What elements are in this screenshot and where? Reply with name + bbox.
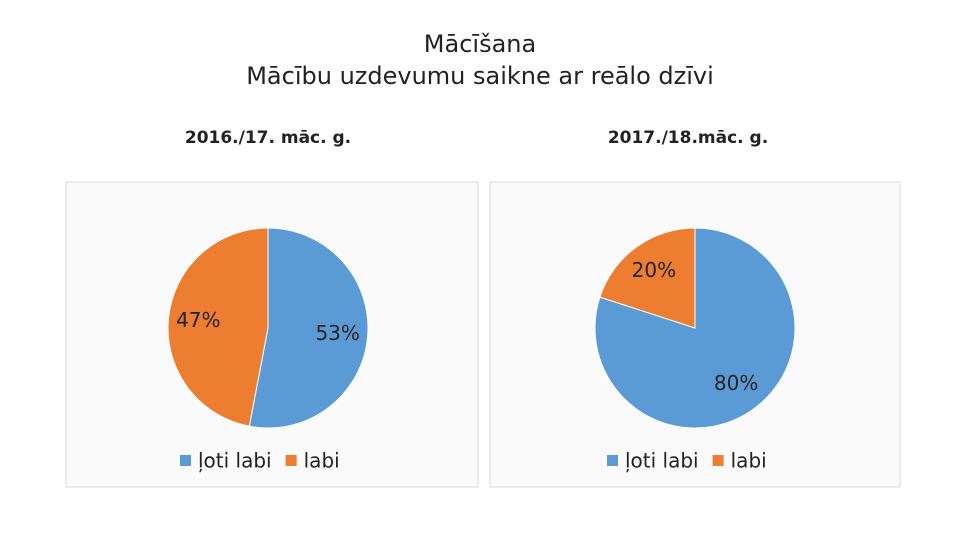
pie-slice [167, 227, 269, 427]
chart-title: 2016./17. māc. g. [185, 128, 351, 148]
data-label: 80% [714, 371, 758, 395]
pie-slice [599, 227, 696, 329]
legend-swatch [285, 455, 297, 466]
legend-label: ļoti labi [198, 449, 272, 473]
chart-title: 2017./18.māc. g. [608, 128, 768, 148]
data-label: 47% [176, 308, 220, 332]
legend-swatch [180, 455, 191, 466]
legend-label: labi [304, 449, 340, 473]
legend-swatch [607, 455, 618, 466]
data-label: 53% [315, 321, 359, 345]
pie-slice [248, 227, 369, 429]
page-subtitle: Mācību uzdevumu saikne ar reālo dzīvi [246, 62, 714, 90]
legend-label: labi [731, 449, 767, 473]
page-title: Mācīšana [424, 30, 536, 58]
legend-swatch [712, 455, 724, 466]
data-label: 20% [632, 258, 676, 282]
legend-label: ļoti labi [625, 449, 699, 473]
